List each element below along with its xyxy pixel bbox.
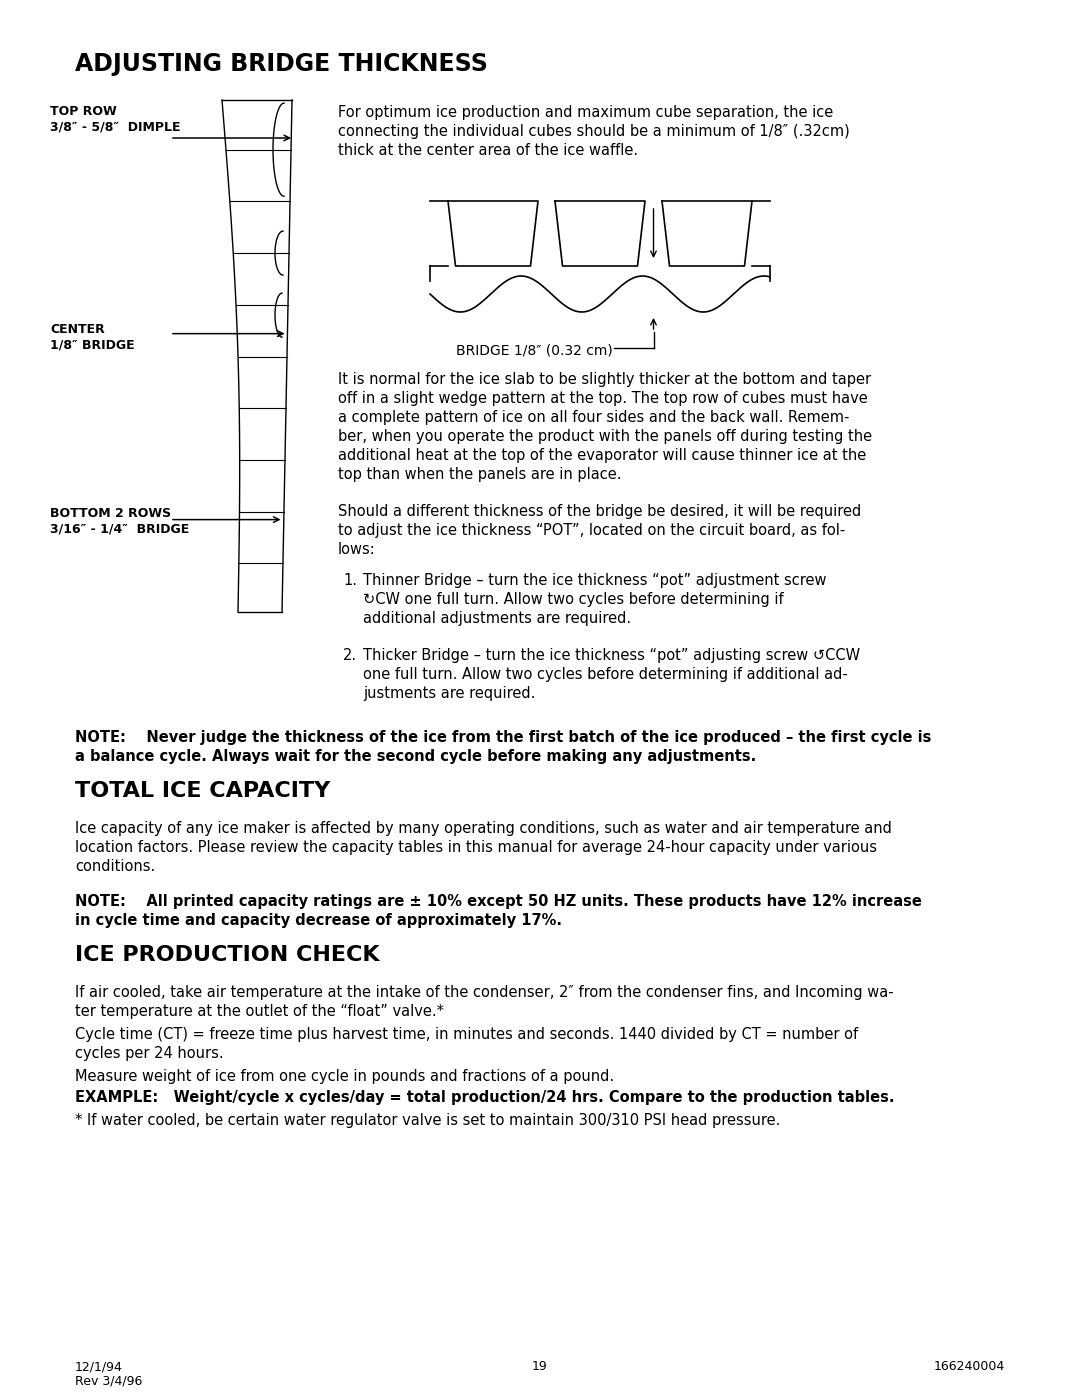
Text: BRIDGE 1/8″ (0.32 cm): BRIDGE 1/8″ (0.32 cm) [456,344,612,358]
Text: in cycle time and capacity decrease of approximately 17%.: in cycle time and capacity decrease of a… [75,914,562,928]
Text: NOTE:    All printed capacity ratings are ± 10% except 50 HZ units. These produc: NOTE: All printed capacity ratings are ±… [75,894,922,909]
Text: additional heat at the top of the evaporator will cause thinner ice at the: additional heat at the top of the evapor… [338,448,866,462]
Text: Thinner Bridge – turn the ice thickness “pot” adjustment screw: Thinner Bridge – turn the ice thickness … [363,573,826,588]
Text: 166240004: 166240004 [934,1361,1005,1373]
Text: 3/8″ - 5/8″  DIMPLE: 3/8″ - 5/8″ DIMPLE [50,120,180,133]
Text: CENTER: CENTER [50,323,105,335]
Text: connecting the individual cubes should be a minimum of 1/8″ (.32cm): connecting the individual cubes should b… [338,124,850,138]
Text: BOTTOM 2 ROWS: BOTTOM 2 ROWS [50,507,171,520]
Text: EXAMPLE:   Weight/cycle x cycles/day = total production/24 hrs. Compare to the p: EXAMPLE: Weight/cycle x cycles/day = tot… [75,1090,894,1105]
Text: lows:: lows: [338,542,376,557]
Text: conditions.: conditions. [75,859,156,875]
Text: 2.: 2. [343,648,357,664]
Text: ADJUSTING BRIDGE THICKNESS: ADJUSTING BRIDGE THICKNESS [75,52,488,75]
Text: ↻CW one full turn. Allow two cycles before determining if: ↻CW one full turn. Allow two cycles befo… [363,592,784,608]
Text: ber, when you operate the product with the panels off during testing the: ber, when you operate the product with t… [338,429,873,444]
Text: 3/16″ - 1/4″  BRIDGE: 3/16″ - 1/4″ BRIDGE [50,522,189,535]
Text: 19: 19 [532,1361,548,1373]
Text: For optimum ice production and maximum cube separation, the ice: For optimum ice production and maximum c… [338,105,834,120]
Text: Rev 3/4/96: Rev 3/4/96 [75,1375,143,1387]
Text: top than when the panels are in place.: top than when the panels are in place. [338,467,621,482]
Text: off in a slight wedge pattern at the top. The top row of cubes must have: off in a slight wedge pattern at the top… [338,391,867,407]
Text: one full turn. Allow two cycles before determining if additional ad-: one full turn. Allow two cycles before d… [363,666,848,682]
Text: TOTAL ICE CAPACITY: TOTAL ICE CAPACITY [75,781,330,800]
Text: Measure weight of ice from one cycle in pounds and fractions of a pound.: Measure weight of ice from one cycle in … [75,1069,615,1084]
Text: Should a different thickness of the bridge be desired, it will be required: Should a different thickness of the brid… [338,504,861,520]
Text: ICE PRODUCTION CHECK: ICE PRODUCTION CHECK [75,944,379,965]
Text: If air cooled, take air temperature at the intake of the condenser, 2″ from the : If air cooled, take air temperature at t… [75,985,893,1000]
Text: cycles per 24 hours.: cycles per 24 hours. [75,1046,224,1060]
Text: * If water cooled, be certain water regulator valve is set to maintain 300/310 P: * If water cooled, be certain water regu… [75,1113,781,1127]
Text: 1/8″ BRIDGE: 1/8″ BRIDGE [50,338,135,352]
Text: location factors. Please review the capacity tables in this manual for average 2: location factors. Please review the capa… [75,840,877,855]
Text: a complete pattern of ice on all four sides and the back wall. Remem-: a complete pattern of ice on all four si… [338,409,849,425]
Text: Thicker Bridge – turn the ice thickness “pot” adjusting screw ↺CCW: Thicker Bridge – turn the ice thickness … [363,648,860,664]
Text: 12/1/94: 12/1/94 [75,1361,123,1373]
Text: to adjust the ice thickness “POT”, located on the circuit board, as fol-: to adjust the ice thickness “POT”, locat… [338,522,846,538]
Text: NOTE:    Never judge the thickness of the ice from the first batch of the ice pr: NOTE: Never judge the thickness of the i… [75,731,931,745]
Text: 1.: 1. [343,573,357,588]
Text: It is normal for the ice slab to be slightly thicker at the bottom and taper: It is normal for the ice slab to be slig… [338,372,872,387]
Text: Ice capacity of any ice maker is affected by many operating conditions, such as : Ice capacity of any ice maker is affecte… [75,821,892,835]
Text: TOP ROW: TOP ROW [50,105,117,117]
Text: ter temperature at the outlet of the “float” valve.*: ter temperature at the outlet of the “fl… [75,1004,444,1018]
Text: thick at the center area of the ice waffle.: thick at the center area of the ice waff… [338,142,638,158]
Text: justments are required.: justments are required. [363,686,536,701]
Text: additional adjustments are required.: additional adjustments are required. [363,610,631,626]
Text: a balance cycle. Always wait for the second cycle before making any adjustments.: a balance cycle. Always wait for the sec… [75,749,756,764]
Text: Cycle time (CT) = freeze time plus harvest time, in minutes and seconds. 1440 di: Cycle time (CT) = freeze time plus harve… [75,1027,859,1042]
